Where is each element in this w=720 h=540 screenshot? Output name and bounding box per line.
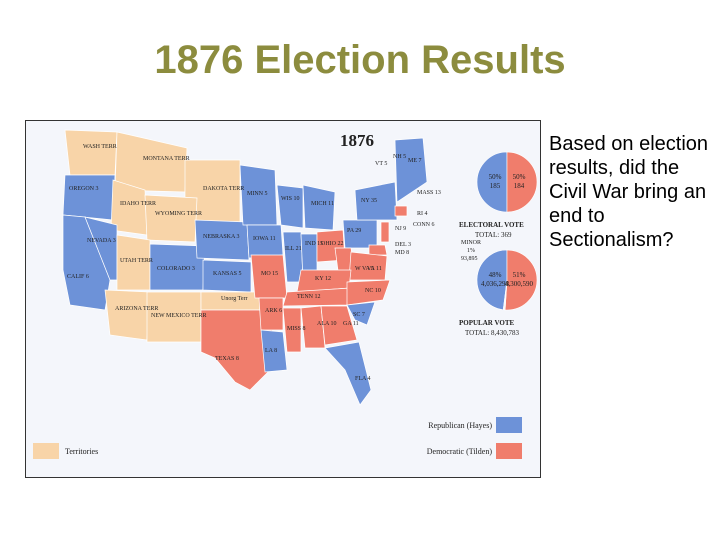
state-label: FLA 4 bbox=[355, 376, 371, 382]
state-label: COLORADO 3 bbox=[157, 266, 195, 272]
state-label: PA 29 bbox=[347, 228, 361, 234]
state-label: MD 8 bbox=[395, 250, 409, 256]
pie-label: 51% bbox=[513, 271, 526, 279]
map-shapes bbox=[62, 129, 428, 406]
map-title: 1876 bbox=[340, 131, 374, 150]
pie-heading: ELECTORAL VOTE bbox=[459, 221, 524, 229]
state-label: MISS 8 bbox=[287, 326, 306, 332]
state-label: ARIZONA TERR bbox=[115, 306, 158, 312]
state-label: IOWA 11 bbox=[253, 236, 276, 242]
pie-label: 50% bbox=[513, 173, 526, 181]
state-label: MONTANA TERR bbox=[143, 156, 190, 162]
pie-heading: POPULAR VOTE bbox=[459, 319, 514, 327]
minor-label: 1% bbox=[467, 248, 475, 254]
pie-slice bbox=[476, 151, 508, 213]
state-label: WASH TERR bbox=[83, 144, 117, 150]
state-label: VT 5 bbox=[375, 161, 387, 167]
state-label: MICH 11 bbox=[311, 201, 334, 207]
state-label: IND 15 bbox=[305, 241, 323, 247]
state-label: OREGON 3 bbox=[69, 186, 99, 192]
state-label: NY 35 bbox=[361, 198, 377, 204]
pie-slice bbox=[476, 249, 508, 311]
state-label: KY 12 bbox=[315, 276, 331, 282]
slide-title: 1876 Election Results bbox=[154, 38, 566, 82]
pie-count: 4,036,298 bbox=[481, 280, 510, 288]
state-label: NEW MEXICO TERR bbox=[151, 313, 206, 319]
minor-name: MINOR bbox=[461, 240, 481, 246]
pie-count: 184 bbox=[514, 182, 525, 190]
pie-slice bbox=[506, 151, 538, 213]
state-label: NH 5 bbox=[393, 154, 406, 160]
state-label: UTAH TERR bbox=[120, 258, 153, 264]
state-label: TENN 12 bbox=[297, 294, 321, 300]
state-label: GA 11 bbox=[343, 321, 359, 327]
state-label: ARK 6 bbox=[265, 308, 282, 314]
state-label: MO 15 bbox=[261, 271, 278, 277]
legend-label: Democratic (Tilden) bbox=[427, 447, 493, 456]
state-label: OHIO 22 bbox=[321, 241, 344, 247]
pie-slice bbox=[502, 279, 508, 311]
state-label: NEVADA 3 bbox=[87, 238, 116, 244]
legend-swatch bbox=[496, 417, 522, 433]
minor-count: 93,895 bbox=[461, 256, 478, 262]
pie-label: 48% bbox=[489, 271, 502, 279]
legend-swatch bbox=[496, 443, 522, 459]
state-label: TEXAS 8 bbox=[215, 356, 239, 362]
pie-count: 185 bbox=[490, 182, 501, 190]
state-label: SC 7 bbox=[353, 312, 365, 318]
state-label: ME 7 bbox=[408, 158, 422, 164]
state-label: VA 11 bbox=[367, 266, 382, 272]
state-label: NJ 9 bbox=[395, 226, 406, 232]
pie-count: 4,300,590 bbox=[505, 280, 534, 288]
state-label: DEL 3 bbox=[395, 242, 411, 248]
question-text: Based on election results, did the Civil… bbox=[549, 133, 709, 251]
state-label: MINN 5 bbox=[247, 191, 268, 197]
state-label: MASS 13 bbox=[417, 190, 441, 196]
pie-total: TOTAL: 369 bbox=[475, 231, 512, 239]
state-label: ILL 21 bbox=[285, 246, 302, 252]
state-label: WIS 10 bbox=[281, 196, 300, 202]
state-label: LA 8 bbox=[265, 348, 277, 354]
state-label: NEBRASKA 3 bbox=[203, 234, 240, 240]
state-label: Unorg Terr bbox=[221, 296, 248, 302]
legend-swatch bbox=[33, 443, 59, 459]
pie-label: 50% bbox=[489, 173, 502, 181]
state-label: IDAHO TERR bbox=[120, 201, 156, 207]
state-label: CALIF 6 bbox=[67, 274, 89, 280]
state-label: WYOMING TERR bbox=[155, 211, 202, 217]
state-label: W VA 5 bbox=[355, 266, 374, 272]
state-label: RI 4 bbox=[417, 211, 428, 217]
pie-slice bbox=[504, 249, 538, 311]
state-label: NC 10 bbox=[365, 288, 381, 294]
state-label: CONN 6 bbox=[413, 222, 435, 228]
state-label: ALA 10 bbox=[317, 321, 337, 327]
state-label: KANSAS 5 bbox=[213, 271, 242, 277]
pie-total: TOTAL: 8,430,783 bbox=[465, 329, 519, 337]
legend-label: Republican (Hayes) bbox=[428, 421, 492, 430]
legend-label: Territories bbox=[65, 447, 98, 456]
state-label: DAKOTA TERR bbox=[203, 186, 244, 192]
